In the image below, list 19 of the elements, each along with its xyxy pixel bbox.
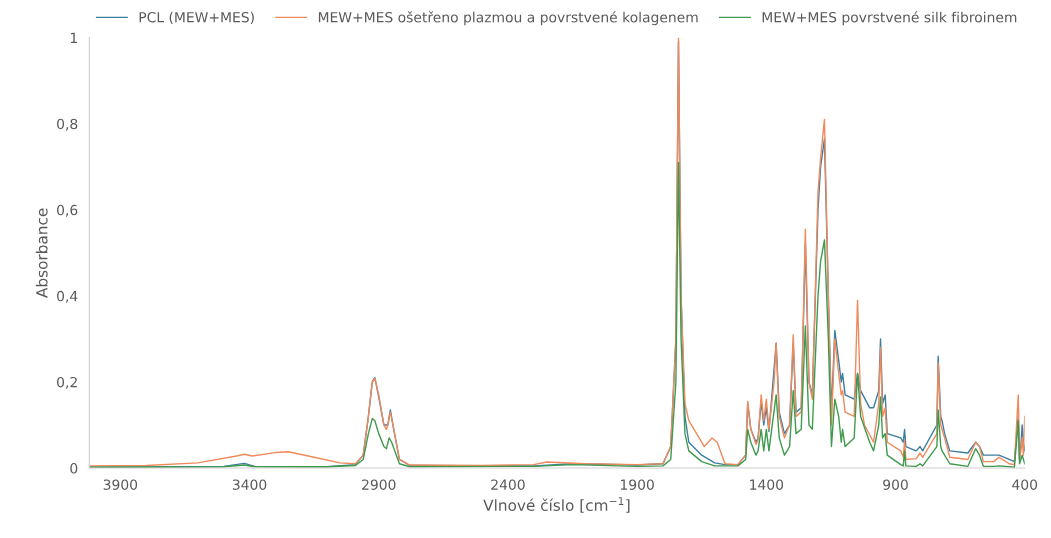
x-tick-label: 2400	[491, 479, 525, 490]
x-tick-label: 400	[1012, 479, 1038, 490]
y-tick-label: 0,2	[57, 376, 77, 389]
x-tick-label: 3900	[103, 479, 138, 490]
x-tick-label: 900	[883, 479, 908, 490]
legend-label: MEW+MES ošetřeno plazmou a povrstvené kolagenem	[318, 11, 698, 26]
y-tick-label: 0,6	[57, 204, 78, 217]
y-tick-label: 0,8	[57, 118, 78, 131]
x-tick-label: 3400	[232, 479, 267, 490]
y-tick-label: 1	[70, 32, 77, 43]
legend-label: MEW+MES povrstvené silk fibroinem	[762, 11, 1017, 26]
x-axis-title: Vlnové číslo [cm$^{−1}$]	[483, 497, 630, 513]
legend-label: PCL (MEW+MES)	[139, 11, 254, 25]
y-axis-title: Absorbance	[35, 208, 48, 298]
x-tick-label: 1400	[750, 479, 784, 490]
y-tick-label: 0,4	[57, 290, 78, 303]
x-tick-label: 2900	[362, 479, 396, 490]
x-tick-label: 1900	[620, 479, 654, 490]
y-tick-label: 0	[70, 463, 78, 474]
